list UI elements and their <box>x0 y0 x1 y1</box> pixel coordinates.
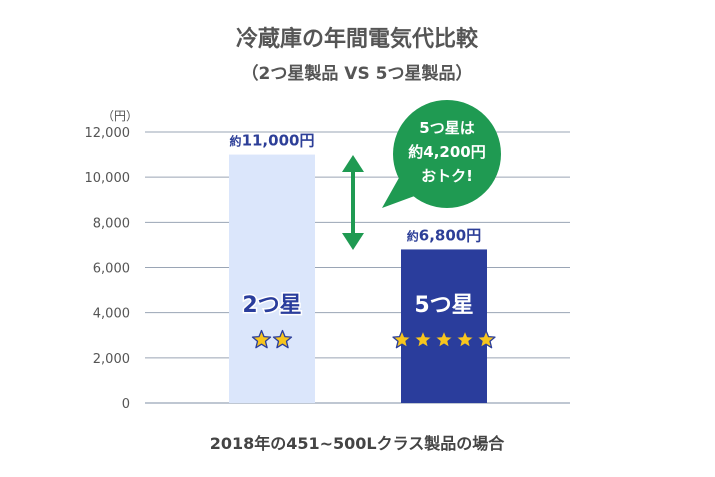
bar-category-label: 2つ星 <box>242 293 301 318</box>
y-tick-label: 6,000 <box>93 262 130 277</box>
star-icon <box>434 329 454 349</box>
star-icon <box>455 329 475 349</box>
data-label-prefix: 約 <box>230 134 242 149</box>
y-tick-label: 0 <box>122 397 130 412</box>
data-label: 約6,800円 <box>407 226 481 244</box>
star-icon <box>272 329 293 349</box>
y-tick-label: 10,000 <box>85 171 131 186</box>
star-icon <box>476 329 496 349</box>
y-tick-label: 2,000 <box>93 352 130 367</box>
y-tick-label: 8,000 <box>93 216 130 231</box>
callout-line-2: 約4,200円 <box>408 143 485 161</box>
callout-bubble <box>393 100 501 208</box>
star-icon <box>392 329 412 349</box>
callout-tail <box>382 176 420 208</box>
y-tick-label: 4,000 <box>93 307 130 322</box>
chart-footnote: 2018年の451~500Lクラス製品の場合 <box>210 434 506 453</box>
star-icon <box>251 329 272 349</box>
data-label-value: 11,000円 <box>242 132 315 150</box>
callout-line-1: 5つ星は <box>419 119 474 137</box>
callout-line-3: おトク! <box>421 167 473 185</box>
bar <box>401 249 487 403</box>
bar-category-label: 5つ星 <box>414 293 473 318</box>
y-axis-unit: （円） <box>102 109 138 123</box>
star-icon <box>413 329 433 349</box>
savings-callout: 5つ星は 約4,200円 おトク! <box>382 100 501 208</box>
data-label-prefix: 約 <box>407 228 419 243</box>
chart-subtitle: （2つ星製品 VS 5つ星製品） <box>242 63 473 84</box>
chart-title: 冷蔵庫の年間電気代比較 <box>236 26 479 52</box>
y-tick-label: 12,000 <box>85 126 131 141</box>
data-label-value: 6,800円 <box>419 226 481 244</box>
difference-arrow-icon <box>342 155 364 250</box>
bar <box>229 154 315 403</box>
data-label: 約11,000円 <box>230 132 315 150</box>
